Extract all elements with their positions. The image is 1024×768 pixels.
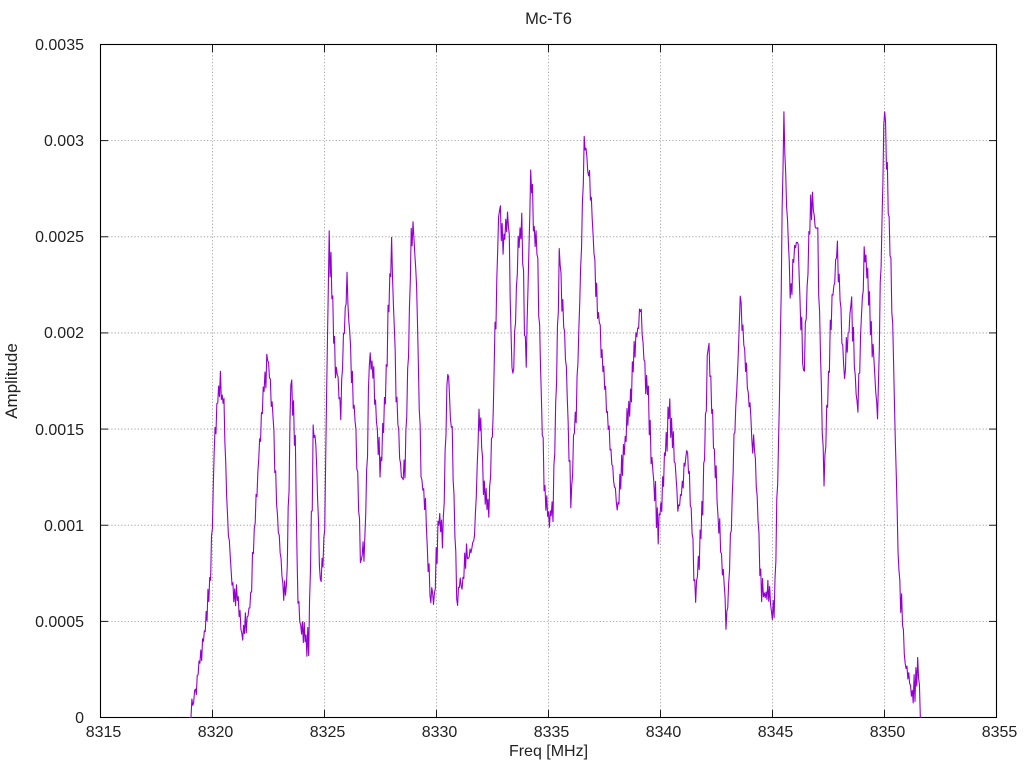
svg-text:Amplitude: Amplitude xyxy=(2,343,21,419)
